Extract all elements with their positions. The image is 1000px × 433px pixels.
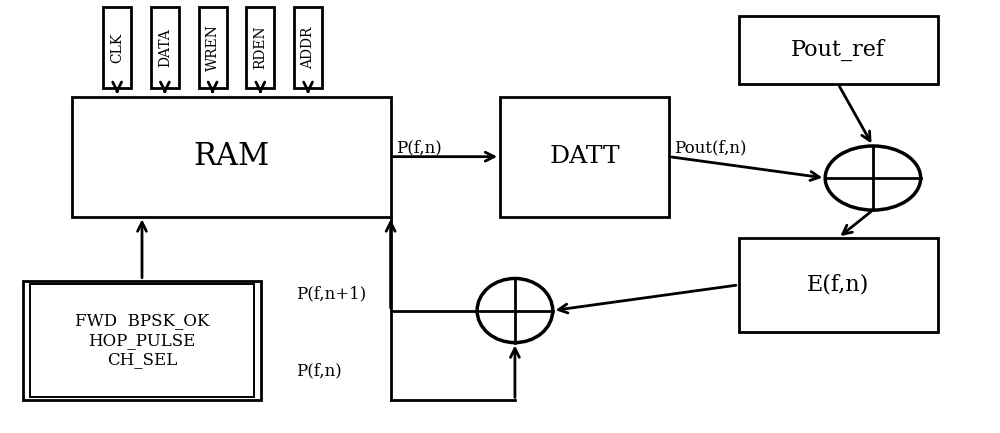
Text: P(f,n): P(f,n) [296,362,342,379]
Bar [72,97,391,216]
Text: P(f,n+1): P(f,n+1) [296,285,366,302]
Text: P(f,n): P(f,n) [396,139,441,157]
Bar [30,284,254,397]
Bar [199,7,227,88]
Text: RAM: RAM [193,141,270,172]
Text: FWD  BPSK_OK
HOP_PULSE
CH_SEL: FWD BPSK_OK HOP_PULSE CH_SEL [75,312,209,368]
Text: RDEN: RDEN [253,26,267,69]
Bar [103,7,131,88]
Text: DATT: DATT [549,145,620,168]
Bar [739,238,938,332]
Bar [739,16,938,84]
Bar [23,281,261,400]
Text: WREN: WREN [206,24,220,71]
Text: Pout_ref: Pout_ref [791,39,885,61]
Text: E(f,n): E(f,n) [807,274,869,296]
Bar [246,7,274,88]
Text: DATA: DATA [158,28,172,67]
Text: ADDR: ADDR [301,26,315,69]
Text: CLK: CLK [110,32,124,63]
Bar [294,7,322,88]
Bar [151,7,179,88]
Bar [500,97,669,216]
Text: Pout(f,n): Pout(f,n) [674,139,747,157]
